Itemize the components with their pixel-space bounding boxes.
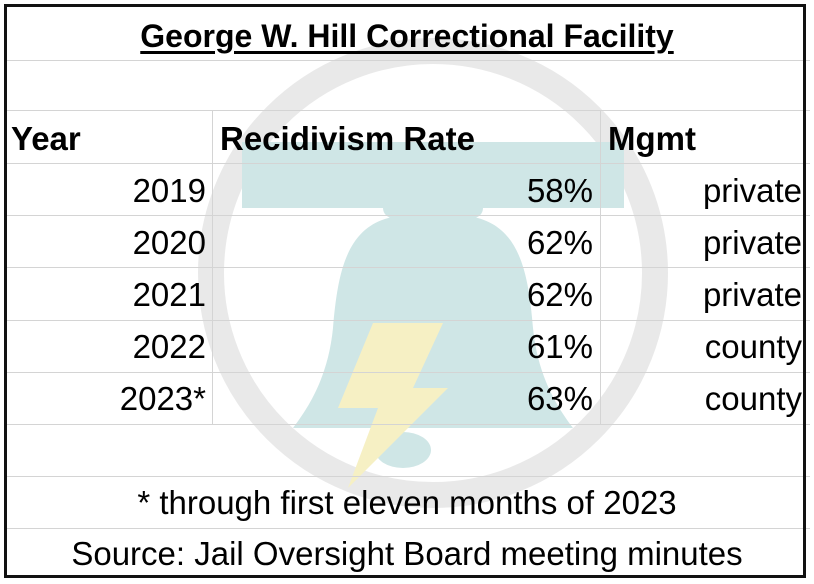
source-note: Source: Jail Oversight Board meeting min…	[71, 535, 743, 572]
rate-cell: 61%	[526, 328, 593, 365]
header-year: Year	[11, 120, 81, 157]
mgmt-cell: private	[702, 224, 802, 261]
rate-cell: 62%	[526, 276, 593, 313]
table-title: George W. Hill Correctional Facility	[140, 18, 674, 54]
mgmt-cell: county	[704, 328, 802, 365]
mgmt-cell: private	[702, 276, 802, 313]
rate-cell: 62%	[526, 224, 593, 261]
footnote: * through first eleven months of 2023	[137, 484, 677, 521]
rate-cell: 63%	[526, 380, 593, 417]
year-cell: 2020	[132, 224, 206, 261]
liberty-bell-lightning-icon	[198, 38, 668, 508]
header-mgmt: Mgmt	[608, 120, 696, 157]
year-cell: 2021	[132, 276, 206, 313]
year-cell: 2019	[132, 172, 206, 209]
mgmt-cell: private	[702, 172, 802, 209]
mgmt-cell: county	[704, 380, 802, 417]
year-cell: 2022	[132, 328, 206, 365]
rate-cell: 58%	[526, 172, 593, 209]
year-cell: 2023*	[119, 380, 206, 417]
header-recidivism-rate: Recidivism Rate	[220, 120, 475, 157]
